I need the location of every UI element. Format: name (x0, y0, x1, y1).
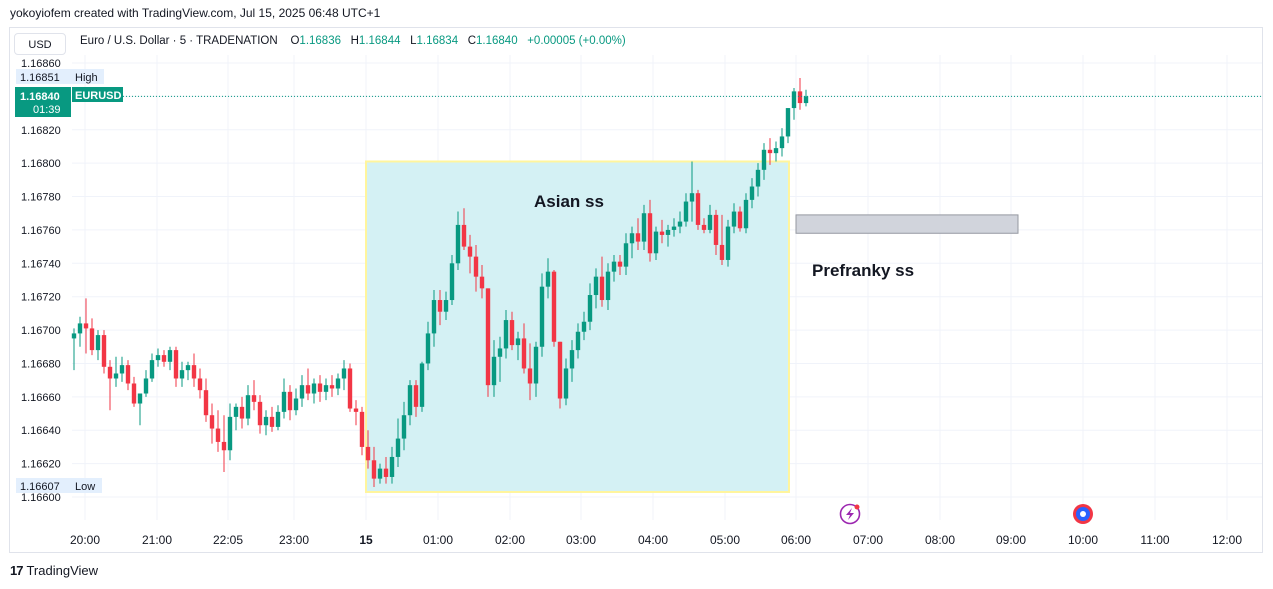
legend-change: +0.00005 (+0.00%) (527, 35, 626, 47)
legend-close-value: 1.16840 (476, 35, 518, 47)
legend: Euro / U.S. Dollar · 5 · TRADENATION O1.… (80, 35, 626, 47)
created-with-text: yokoyiofem created with TradingView.com,… (10, 6, 381, 20)
tradingview-logo-icon: 17 (10, 563, 24, 578)
legend-low-label: L (410, 35, 417, 47)
legend-symbol[interactable]: Euro / U.S. Dollar · 5 · TRADENATION (80, 35, 278, 47)
legend-low-value: 1.16834 (416, 35, 459, 47)
legend-high-value: 1.16844 (358, 35, 401, 47)
currency-button[interactable]: USD (14, 33, 66, 55)
legend-close-label: C (467, 35, 477, 47)
tradingview-brand: TradingView (26, 563, 99, 578)
legend-open-value: 1.16836 (299, 35, 341, 47)
legend-open-label: O (290, 35, 300, 47)
chart-frame (9, 27, 1263, 553)
tradingview-logo[interactable]: 17 TradingView (10, 563, 98, 578)
legend-high-label: H (350, 35, 359, 47)
